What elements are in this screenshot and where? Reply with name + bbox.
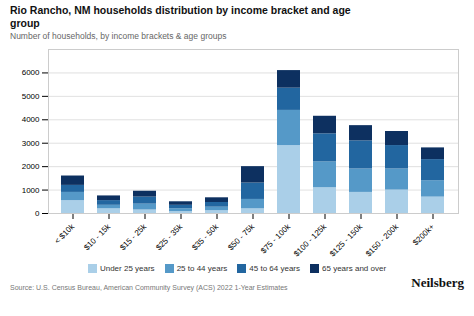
svg-text:$125 - 150k: $125 - 150k (328, 222, 365, 259)
svg-text:2000: 2000 (22, 162, 40, 171)
svg-text:3000: 3000 (22, 139, 40, 148)
svg-text:< $10k: < $10k (53, 222, 77, 246)
html-text:65 years and over: 65 years and over (322, 264, 387, 274)
svg-text:$200k+: $200k+ (411, 222, 436, 247)
svg-text:4000: 4000 (22, 116, 40, 125)
svg-text:0: 0 (35, 209, 40, 218)
svg-text:$10 - 15k: $10 - 15k (82, 222, 113, 253)
svg-text:1000: 1000 (22, 186, 40, 195)
svg-text:$25 - 35k: $25 - 35k (154, 222, 185, 253)
svg-text:$75 - 100k: $75 - 100k (259, 222, 293, 256)
svg-text:5000: 5000 (22, 92, 40, 101)
svg-text:$50 - 75k: $50 - 75k (226, 222, 257, 253)
html-text:Source: U.S. Census Bureau, Am: Source: U.S. Census Bureau, American Com… (10, 284, 288, 292)
svg-text:$150 - 200k: $150 - 200k (364, 222, 401, 259)
svg-text:$15 - 25k: $15 - 25k (118, 222, 149, 253)
svg-text:$35 - 50k: $35 - 50k (190, 222, 221, 253)
html-text:25 to 44 years: 25 to 44 years (176, 264, 228, 274)
html-text:Under 25 years: Under 25 years (99, 264, 155, 274)
html-text:Number of households, by incom: Number of households, by income brackets… (10, 31, 227, 42)
svg-text:$100 - 125k: $100 - 125k (292, 222, 329, 259)
html-text:45 to 64 years: 45 to 64 years (249, 264, 300, 274)
svg-text:6000: 6000 (22, 69, 40, 78)
html-text:Neilsberg: Neilsberg (411, 275, 464, 291)
html-text:Rio Rancho, NM households dist: Rio Rancho, NM households distribution b… (10, 4, 351, 29)
